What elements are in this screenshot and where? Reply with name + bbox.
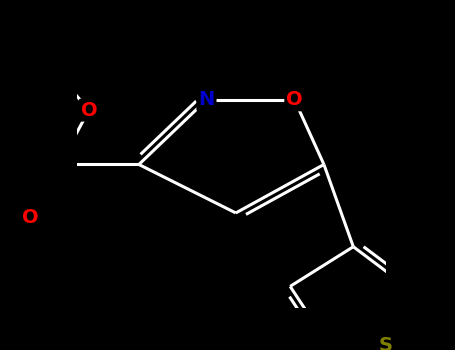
Text: O: O	[286, 90, 303, 109]
Text: N: N	[198, 90, 215, 109]
Text: S: S	[379, 336, 393, 350]
Text: O: O	[81, 101, 97, 120]
Text: O: O	[22, 208, 39, 227]
